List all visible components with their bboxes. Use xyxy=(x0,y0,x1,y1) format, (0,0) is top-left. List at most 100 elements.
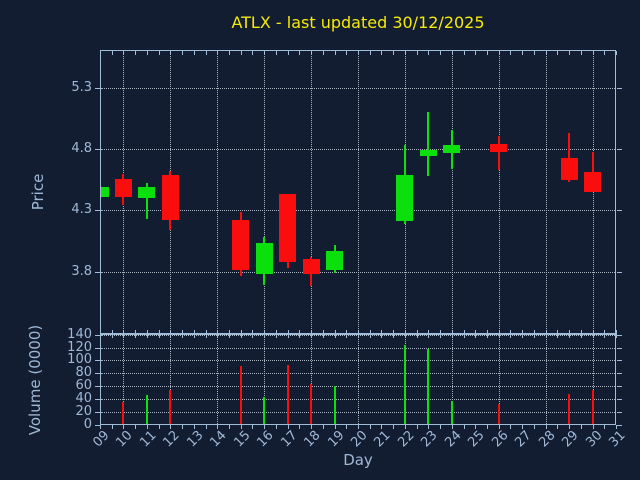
volume-vgridline xyxy=(311,335,313,424)
x-tick-mid xyxy=(241,330,242,338)
x-tick-bottom xyxy=(206,425,207,429)
x-tick-mid xyxy=(417,330,418,338)
candle-body-day-18 xyxy=(302,259,320,274)
x-tick-mid xyxy=(487,330,488,338)
volume-tick-right xyxy=(617,373,622,374)
x-tick-top xyxy=(393,51,394,55)
x-tick-bottom xyxy=(487,425,488,429)
x-tick-mid xyxy=(252,330,253,338)
volume-vgridline xyxy=(123,335,125,424)
x-tick-bottom xyxy=(522,425,523,429)
x-tick-bottom xyxy=(100,425,101,429)
x-tick-mid xyxy=(546,330,547,338)
price-tick-label: 3.8 xyxy=(71,263,92,279)
x-tick-top xyxy=(323,51,324,55)
candle-body-day-29 xyxy=(560,157,578,180)
volume-hgridline xyxy=(101,399,615,401)
x-tick-mid xyxy=(370,330,371,338)
x-tick-bottom xyxy=(182,425,183,429)
volume-tick-left xyxy=(95,335,100,336)
x-tick-mid xyxy=(358,330,359,338)
x-tick-mid xyxy=(276,330,277,338)
x-tick-bottom xyxy=(264,425,265,429)
x-tick-bottom xyxy=(335,425,336,429)
price-tick-right xyxy=(617,149,622,150)
x-tick-top xyxy=(464,51,465,55)
x-tick-mid xyxy=(616,330,617,338)
x-tick-bottom xyxy=(159,425,160,429)
x-tick-mid xyxy=(194,330,195,338)
x-tick-mid xyxy=(499,330,500,338)
x-tick-top xyxy=(522,51,523,55)
x-tick-mid xyxy=(534,330,535,338)
volume-tick-left xyxy=(95,412,100,413)
x-tick-mid xyxy=(510,330,511,338)
volume-bar-day-12 xyxy=(169,389,172,424)
volume-bar-day-22 xyxy=(403,344,406,424)
x-tick-bottom xyxy=(194,425,195,429)
x-tick-bottom xyxy=(323,425,324,429)
x-tick-bottom xyxy=(557,425,558,429)
x-tick-bottom xyxy=(499,425,500,429)
volume-vgridline xyxy=(264,335,266,424)
volume-hgridline xyxy=(101,347,615,349)
volume-tick-right xyxy=(617,399,622,400)
price-vgridline xyxy=(264,51,266,333)
x-tick-bottom xyxy=(346,425,347,429)
x-tick-mid xyxy=(217,330,218,338)
x-tick-top xyxy=(417,51,418,55)
volume-bar-day-15 xyxy=(239,365,242,424)
x-tick-top xyxy=(335,51,336,55)
volume-bar-day-29 xyxy=(568,394,571,424)
volume-bar-day-10 xyxy=(122,402,125,424)
x-tick-top xyxy=(252,51,253,55)
price-tick-label: 4.3 xyxy=(71,202,92,218)
x-tick-mid xyxy=(159,330,160,338)
volume-bar-day-19 xyxy=(333,386,336,424)
volume-vgridline xyxy=(545,335,547,424)
candle-body-day-11 xyxy=(138,187,156,199)
x-tick-top xyxy=(510,51,511,55)
volume-vgridline xyxy=(498,335,500,424)
x-tick-bottom xyxy=(276,425,277,429)
volume-tick-right xyxy=(617,425,622,426)
volume-tick-label: 40 xyxy=(75,391,92,407)
x-tick-top xyxy=(499,51,500,55)
volume-tick-left xyxy=(95,348,100,349)
x-tick-top xyxy=(616,51,617,55)
candle-wick-day-29 xyxy=(568,133,571,183)
x-tick-mid xyxy=(100,330,101,338)
x-tick-bottom xyxy=(299,425,300,429)
x-tick-bottom xyxy=(546,425,547,429)
x-tick-mid xyxy=(311,330,312,338)
x-tick-mid xyxy=(323,330,324,338)
volume-tick-left xyxy=(95,425,100,426)
x-tick-mid xyxy=(264,330,265,338)
candle-body-day-26 xyxy=(490,144,508,152)
candle-body-day-22 xyxy=(396,174,414,222)
price-tick-right xyxy=(617,88,622,89)
volume-bar-day-18 xyxy=(310,383,313,424)
x-tick-mid xyxy=(604,330,605,338)
x-tick-bottom xyxy=(229,425,230,429)
volume-bar-day-11 xyxy=(145,394,148,424)
price-vgridline xyxy=(217,51,219,333)
x-tick-bottom xyxy=(475,425,476,429)
x-tick-mid xyxy=(428,330,429,338)
volume-tick-right xyxy=(617,348,622,349)
x-tick-mid xyxy=(593,330,594,338)
x-tick-bottom xyxy=(593,425,594,429)
x-tick-mid xyxy=(346,330,347,338)
x-tick-top xyxy=(147,51,148,55)
x-tick-bottom xyxy=(440,425,441,429)
x-tick-top xyxy=(159,51,160,55)
volume-bar-day-26 xyxy=(497,404,500,424)
volume-tick-label: 60 xyxy=(75,378,92,394)
x-tick-bottom xyxy=(112,425,113,429)
volume-tick-label: 20 xyxy=(75,404,92,420)
x-tick-top xyxy=(276,51,277,55)
x-tick-top xyxy=(241,51,242,55)
x-tick-top xyxy=(370,51,371,55)
x-tick-bottom xyxy=(464,425,465,429)
